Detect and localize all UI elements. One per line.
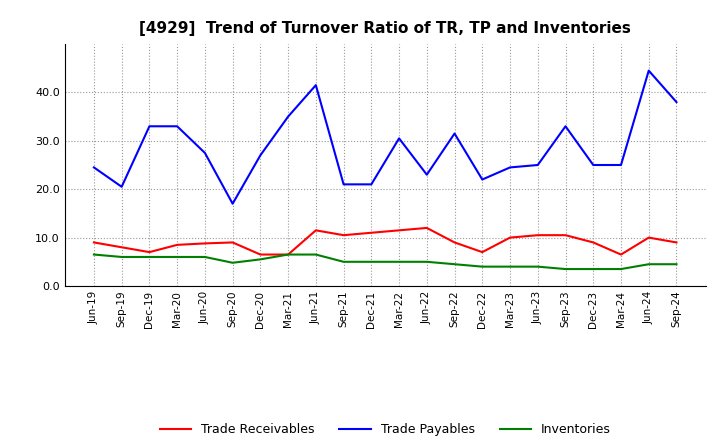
Trade Payables [395,136,403,141]
Trade Payables [616,162,625,168]
Trade Payables [589,162,598,168]
Trade Payables [450,131,459,136]
Trade Receivables [367,230,376,235]
Trade Payables [367,182,376,187]
Trade Receivables [616,252,625,257]
Trade Payables [117,184,126,189]
Inventories [672,261,681,267]
Trade Receivables [228,240,237,245]
Trade Receivables [423,225,431,231]
Trade Receivables [312,228,320,233]
Inventories [117,254,126,260]
Trade Receivables [173,242,181,247]
Trade Receivables [89,240,98,245]
Trade Receivables [505,235,514,240]
Trade Payables [561,124,570,129]
Trade Payables [644,68,653,73]
Inventories [505,264,514,269]
Trade Receivables [117,245,126,250]
Trade Payables [478,177,487,182]
Trade Receivables [145,249,154,255]
Inventories [423,259,431,264]
Trade Receivables [478,249,487,255]
Inventories [644,261,653,267]
Inventories [256,257,265,262]
Trade Payables [505,165,514,170]
Inventories [89,252,98,257]
Trade Payables [256,153,265,158]
Title: [4929]  Trend of Turnover Ratio of TR, TP and Inventories: [4929] Trend of Turnover Ratio of TR, TP… [139,21,631,36]
Trade Payables [534,162,542,168]
Inventories [312,252,320,257]
Trade Payables [672,99,681,105]
Trade Payables [228,201,237,206]
Trade Receivables [395,228,403,233]
Inventories [145,254,154,260]
Trade Payables [423,172,431,177]
Line: Inventories: Inventories [94,254,677,269]
Inventories [228,260,237,265]
Inventories [589,267,598,272]
Inventories [339,259,348,264]
Trade Receivables [561,232,570,238]
Trade Payables [89,165,98,170]
Inventories [478,264,487,269]
Trade Payables [339,182,348,187]
Trade Payables [201,150,210,156]
Trade Receivables [284,252,292,257]
Trade Receivables [589,240,598,245]
Legend: Trade Receivables, Trade Payables, Inventories: Trade Receivables, Trade Payables, Inven… [155,418,616,440]
Trade Receivables [450,240,459,245]
Trade Receivables [644,235,653,240]
Trade Receivables [672,240,681,245]
Trade Payables [145,124,154,129]
Inventories [534,264,542,269]
Inventories [201,254,210,260]
Trade Receivables [339,232,348,238]
Inventories [173,254,181,260]
Trade Receivables [256,252,265,257]
Trade Payables [173,124,181,129]
Inventories [616,267,625,272]
Inventories [395,259,403,264]
Line: Trade Payables: Trade Payables [94,70,677,204]
Trade Receivables [201,241,210,246]
Inventories [561,267,570,272]
Inventories [367,259,376,264]
Trade Receivables [534,232,542,238]
Trade Payables [284,114,292,119]
Inventories [284,252,292,257]
Line: Trade Receivables: Trade Receivables [94,228,677,254]
Inventories [450,261,459,267]
Trade Payables [312,82,320,88]
